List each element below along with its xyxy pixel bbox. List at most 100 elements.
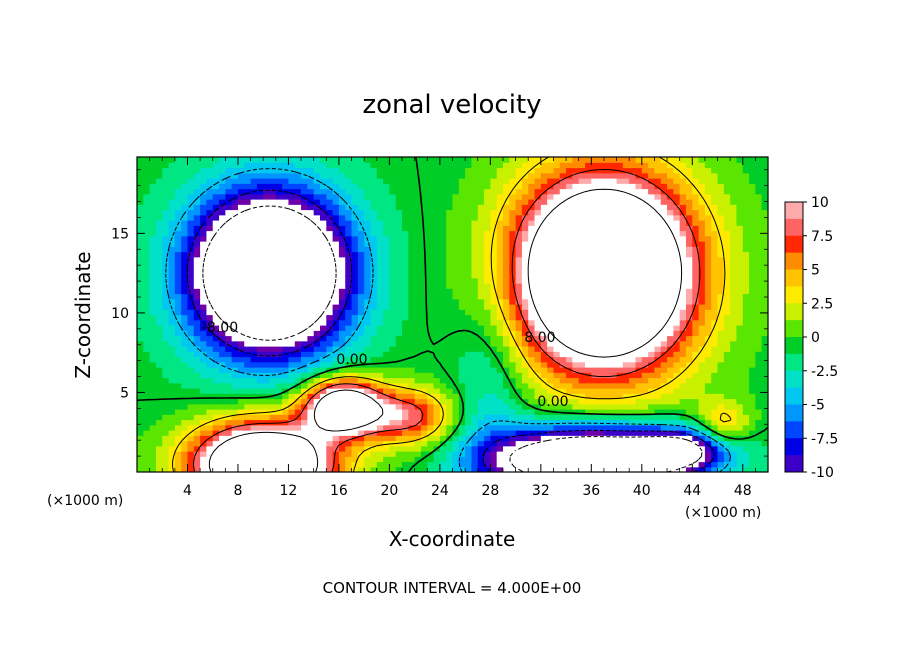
heatmap-cell — [723, 262, 731, 268]
heatmap-cell — [137, 445, 144, 452]
heatmap-cell — [578, 440, 586, 447]
heatmap-cell — [515, 330, 523, 337]
heatmap-cell — [181, 356, 189, 363]
heatmap-cell — [143, 283, 151, 289]
heatmap-cell — [452, 351, 460, 358]
heatmap-cell — [704, 398, 712, 405]
heatmap-cell — [490, 382, 498, 389]
heatmap-cell — [206, 440, 214, 447]
heatmap-cell — [730, 330, 738, 337]
heatmap-cell — [717, 277, 725, 284]
heatmap-cell — [282, 377, 290, 384]
heatmap-cell — [515, 409, 523, 415]
heatmap-cell — [629, 346, 637, 352]
heatmap-cell — [502, 351, 510, 358]
heatmap-cell — [237, 346, 245, 352]
heatmap-cell — [635, 230, 643, 237]
heatmap-cell — [591, 241, 599, 247]
heatmap-cell — [250, 340, 258, 347]
heatmap-cell — [755, 319, 763, 326]
heatmap-cell — [446, 414, 454, 421]
heatmap-cell — [162, 440, 170, 447]
heatmap-cell — [711, 246, 719, 253]
heatmap-cell — [553, 298, 561, 305]
heatmap-cell — [603, 330, 611, 337]
heatmap-cell — [319, 398, 327, 405]
heatmap-cell — [578, 209, 586, 216]
heatmap-cell — [685, 445, 693, 452]
heatmap-cell — [616, 419, 624, 426]
heatmap-cell — [591, 377, 599, 384]
heatmap-cell — [168, 277, 176, 284]
heatmap-cell — [528, 256, 536, 263]
heatmap-cell — [345, 414, 353, 421]
heatmap-cell — [553, 283, 561, 289]
heatmap-cell — [395, 230, 403, 237]
heatmap-cell — [326, 220, 334, 226]
heatmap-cell — [307, 325, 315, 331]
heatmap-cell — [294, 225, 302, 232]
heatmap-cell — [667, 262, 674, 268]
heatmap-cell — [212, 451, 220, 457]
heatmap-cell — [578, 335, 586, 342]
heatmap-cell — [370, 262, 378, 268]
heatmap-cell — [155, 304, 163, 310]
heatmap-cell — [471, 367, 479, 373]
heatmap-cell — [275, 451, 283, 457]
heatmap-cell — [174, 435, 182, 442]
heatmap-cell — [408, 466, 416, 472]
heatmap-cell — [231, 435, 239, 442]
heatmap-cell — [749, 309, 756, 316]
heatmap-cell — [591, 288, 599, 295]
heatmap-cell — [345, 440, 353, 447]
heatmap-cell — [698, 272, 706, 279]
heatmap-cell — [313, 262, 321, 268]
heatmap-cell — [307, 256, 315, 263]
heatmap-cell — [402, 267, 409, 274]
heatmap-cell — [250, 298, 258, 305]
heatmap-cell — [749, 356, 756, 363]
heatmap-cell — [641, 403, 649, 410]
heatmap-cell — [553, 241, 561, 247]
heatmap-cell — [307, 214, 315, 221]
heatmap-cell — [408, 267, 416, 274]
heatmap-cell — [357, 288, 365, 295]
heatmap-cell — [219, 466, 226, 472]
heatmap-cell — [736, 335, 744, 342]
heatmap-cell — [408, 414, 416, 421]
heatmap-cell — [345, 225, 353, 232]
heatmap-cell — [597, 277, 605, 284]
heatmap-cell — [692, 283, 700, 289]
heatmap-cell — [307, 288, 315, 295]
heatmap-cell — [465, 214, 473, 221]
heatmap-cell — [219, 256, 226, 263]
heatmap-cell — [200, 356, 208, 363]
heatmap-cell — [692, 377, 700, 384]
heatmap-cell — [370, 298, 378, 305]
heatmap-cell — [193, 283, 201, 289]
heatmap-cell — [622, 241, 630, 247]
heatmap-cell — [364, 246, 372, 253]
heatmap-cell — [193, 435, 201, 442]
heatmap-cell — [458, 283, 466, 289]
heatmap-cell — [742, 267, 750, 274]
heatmap-cell — [370, 335, 378, 342]
heatmap-cell — [509, 340, 517, 347]
heatmap-cell — [484, 388, 491, 394]
heatmap-cell — [452, 367, 460, 373]
heatmap-cell — [585, 419, 592, 426]
heatmap-cell — [515, 377, 523, 384]
heatmap-cell — [376, 361, 384, 368]
heatmap-cell — [168, 361, 176, 368]
heatmap-cell — [616, 398, 624, 405]
heatmap-cell — [420, 419, 428, 426]
heatmap-cell — [471, 445, 479, 452]
heatmap-cell — [704, 319, 712, 326]
heatmap-cell — [509, 456, 517, 463]
heatmap-cell — [244, 277, 252, 284]
heatmap-cell — [692, 403, 700, 410]
heatmap-cell — [673, 340, 681, 347]
heatmap-cell — [402, 235, 409, 242]
heatmap-cell — [332, 346, 340, 352]
heatmap-cell — [168, 430, 176, 436]
